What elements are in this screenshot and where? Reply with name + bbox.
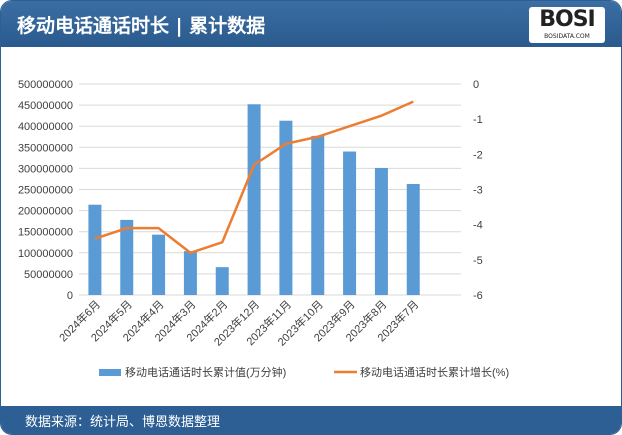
logo: BOSI BOSIDATA.COM: [529, 7, 605, 43]
y-left-tick: 400000000: [18, 121, 73, 133]
y-left-tick: 50000000: [24, 269, 73, 281]
y-left-tick: 350000000: [18, 142, 73, 154]
bar: [279, 120, 293, 296]
legend-label: 移动电话通话时长累计增长(%): [360, 365, 509, 379]
legend-swatch-bar: [99, 369, 121, 376]
bar: [406, 184, 420, 295]
y-left-tick: 500000000: [18, 79, 73, 91]
legend-label: 移动电话通话时长累计值(万分钟): [125, 365, 286, 379]
y-right-tick: -6: [473, 290, 483, 302]
y-right-tick: -1: [473, 114, 483, 126]
source-note: 数据来源：统计局、博恩数据整理: [25, 415, 221, 430]
bar: [311, 135, 325, 295]
y-left-tick: 200000000: [18, 206, 73, 218]
y-left-tick: 300000000: [18, 163, 73, 175]
page-title: 移动电话通话时长 | 累计数据: [17, 15, 266, 37]
header-bar: 移动电话通话时长 | 累计数据 BOSI BOSIDATA.COM: [1, 1, 621, 47]
bar: [374, 167, 388, 295]
bar: [343, 151, 357, 295]
bar: [215, 267, 229, 295]
y-right-tick: -5: [473, 255, 483, 267]
series-line: [94, 100, 414, 255]
y-right-tick: -2: [473, 149, 483, 161]
y-left-tick: 100000000: [18, 248, 73, 260]
y-right-tick: 0: [473, 79, 479, 91]
bar: [88, 204, 102, 295]
bar: [120, 219, 134, 295]
bar: [183, 251, 197, 295]
y-left-tick: 150000000: [18, 227, 73, 239]
y-right-tick: -3: [473, 185, 483, 197]
y-left-tick: 450000000: [18, 100, 73, 112]
y-right-tick: -4: [473, 220, 483, 232]
bar: [152, 234, 166, 295]
footer-bar: 数据来源：统计局、博恩数据整理: [1, 406, 621, 434]
bar: [247, 104, 261, 295]
y-left-tick: 250000000: [18, 185, 73, 197]
y-left-tick: 0: [67, 290, 73, 302]
chart: 0 50000000 100000000 150000000 200000000 2500…: [18, 79, 509, 379]
